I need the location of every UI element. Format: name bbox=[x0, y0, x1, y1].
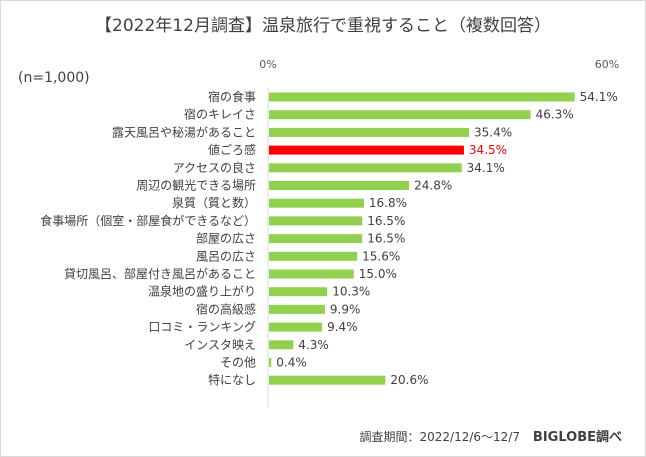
category-label: 特になし bbox=[208, 372, 256, 387]
survey-period: 調査期間：2022/12/6～12/7 bbox=[360, 430, 520, 444]
bar bbox=[269, 322, 323, 332]
data-label: 4.3% bbox=[298, 338, 329, 352]
bar bbox=[269, 198, 364, 208]
bar bbox=[269, 163, 462, 173]
data-label: 35.4% bbox=[474, 125, 512, 139]
source-label: BIGLOBE調べ bbox=[533, 429, 622, 445]
data-label: 0.4% bbox=[276, 356, 307, 370]
data-label: 15.6% bbox=[362, 249, 400, 263]
category-label: 口コミ・ランキング bbox=[148, 320, 256, 334]
category-label: 宿のキレイさ bbox=[184, 107, 256, 122]
data-label: 9.4% bbox=[327, 320, 358, 334]
bar bbox=[269, 304, 325, 314]
category-label: 貸切風呂、部屋付き風呂があること bbox=[64, 266, 256, 281]
category-label: その他 bbox=[220, 356, 256, 370]
category-label: インスタ映え bbox=[184, 338, 256, 352]
data-label: 10.3% bbox=[332, 285, 370, 299]
bar bbox=[269, 358, 272, 367]
category-label: 温泉地の盛り上がり bbox=[148, 284, 256, 299]
chart-title: 【2022年12月調査】温泉旅行で重視すること（複数回答） bbox=[95, 16, 551, 36]
category-label: 宿の高級感 bbox=[196, 301, 256, 316]
bar bbox=[269, 234, 363, 244]
data-label: 54.1% bbox=[580, 90, 618, 104]
category-label: 値ごろ感 bbox=[208, 142, 256, 157]
sample-size-note: (n=1,000) bbox=[18, 70, 90, 86]
data-label: 24.8% bbox=[414, 179, 452, 193]
data-label: 34.5% bbox=[469, 143, 507, 157]
x-tick-label: 60% bbox=[595, 58, 619, 71]
category-label: 泉質（質と数） bbox=[172, 195, 256, 210]
bar bbox=[269, 92, 575, 102]
bar bbox=[269, 181, 410, 190]
bar bbox=[269, 251, 358, 261]
category-label: 風呂の広さ bbox=[196, 249, 256, 263]
bar bbox=[269, 269, 354, 279]
category-label: 周辺の観光できる場所 bbox=[136, 179, 256, 193]
bar bbox=[269, 340, 294, 350]
data-label: 16.5% bbox=[367, 214, 405, 228]
data-label: 46.3% bbox=[536, 108, 574, 122]
x-tick-label: 0% bbox=[259, 58, 276, 71]
category-label: アクセスの良さ bbox=[173, 160, 256, 175]
data-label: 16.5% bbox=[367, 232, 405, 246]
bar bbox=[269, 216, 363, 226]
bar bbox=[269, 110, 531, 120]
category-label: 露天風呂や秘湯があること bbox=[112, 124, 256, 139]
data-label: 16.8% bbox=[369, 196, 407, 210]
data-label: 15.0% bbox=[359, 267, 397, 281]
bar bbox=[269, 127, 470, 137]
data-label: 20.6% bbox=[390, 373, 428, 387]
bar bbox=[269, 145, 464, 155]
data-label: 9.9% bbox=[330, 302, 361, 316]
category-label: 食事場所（個室・部屋食ができるなど） bbox=[40, 213, 256, 228]
data-label: 34.1% bbox=[467, 161, 505, 175]
bar bbox=[269, 375, 386, 385]
category-label: 宿の食事 bbox=[208, 89, 256, 104]
category-label: 部屋の広さ bbox=[196, 231, 256, 246]
bar bbox=[269, 287, 328, 297]
